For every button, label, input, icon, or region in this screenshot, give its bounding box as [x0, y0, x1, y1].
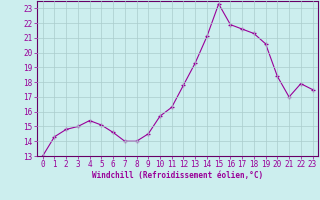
X-axis label: Windchill (Refroidissement éolien,°C): Windchill (Refroidissement éolien,°C): [92, 171, 263, 180]
